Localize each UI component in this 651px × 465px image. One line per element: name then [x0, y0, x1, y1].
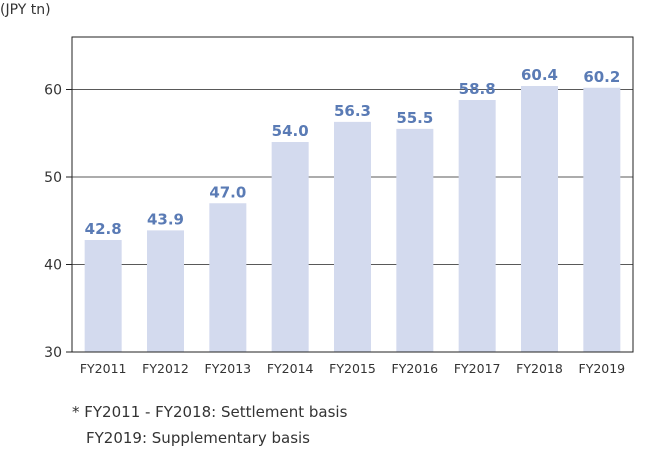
x-tick-label: FY2017 — [454, 361, 501, 376]
data-label: 60.4 — [521, 66, 558, 84]
x-tick-label: FY2016 — [392, 361, 439, 376]
data-label: 55.5 — [396, 109, 433, 127]
data-label: 56.3 — [334, 102, 371, 120]
bar — [84, 240, 122, 352]
bar — [583, 87, 621, 352]
plot-frame — [71, 36, 634, 353]
x-tick-label: FY2015 — [329, 361, 376, 376]
y-tick-label: 30 — [44, 345, 62, 361]
x-tick-label: FY2014 — [267, 361, 314, 376]
x-tick-label: FY2011 — [80, 361, 127, 376]
data-label: 43.9 — [147, 210, 184, 228]
bar — [147, 230, 184, 352]
y-unit-label: (JPY tn) — [0, 2, 51, 18]
bar — [209, 203, 247, 352]
bar — [521, 86, 558, 352]
footnote-line-1: * FY2011 - FY2018: Settlement basis — [72, 403, 348, 421]
footnote-line-2: FY2019: Supplementary basis — [86, 429, 310, 447]
data-label: 58.8 — [459, 80, 496, 98]
data-label: 54.0 — [272, 122, 309, 140]
y-tick-label: 60 — [44, 83, 62, 99]
data-label: 60.2 — [583, 68, 620, 86]
y-tick-label: 50 — [44, 170, 62, 186]
x-tick-label: FY2018 — [516, 361, 563, 376]
data-label: 47.0 — [209, 183, 246, 201]
x-tick-label: FY2019 — [579, 361, 626, 376]
x-tick-label: FY2013 — [205, 361, 252, 376]
bar — [334, 121, 371, 352]
x-tick-label: FY2012 — [142, 361, 189, 376]
bar — [396, 128, 434, 352]
y-tick-label: 40 — [44, 258, 62, 274]
bar — [458, 100, 496, 352]
data-label: 42.8 — [85, 220, 122, 238]
bar — [271, 142, 309, 352]
